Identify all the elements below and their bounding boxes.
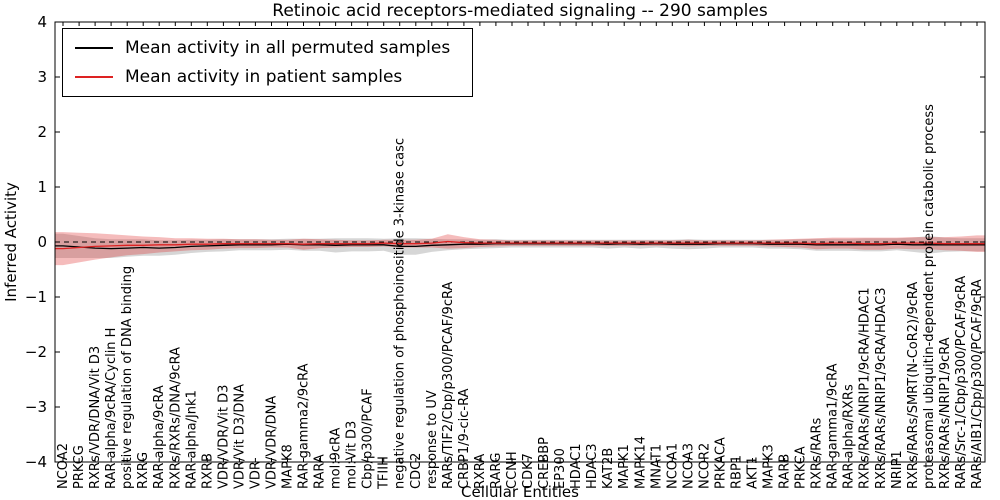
x-tick-label: PRKACA: [713, 437, 728, 489]
x-tick-label: RAR alpha/9cRA: [152, 385, 167, 489]
y-tick-label: 2: [37, 123, 47, 141]
x-tick-label: MAPK1: [617, 444, 632, 489]
x-tick-label: HDAC1: [569, 443, 584, 489]
legend-label-permuted: Mean activity in all permuted samples: [125, 38, 451, 58]
x-tick-label: CDK7: [521, 453, 536, 489]
x-tick-label: RXRs/RARs: [810, 417, 825, 489]
x-tick-label: RXRs/VDR/DNA/Vit D3: [88, 346, 103, 489]
x-tick-label: RXRs/RARs/SMRT(N-CoR2)/9cRA: [906, 282, 921, 489]
x-tick-label: response to UV: [425, 390, 440, 489]
x-tick-label: PRKCG: [72, 445, 87, 489]
plot-layer: −4 −3 −2 −1 0 1 2 3 4 NCOA2 PRKCG RXRs/VDR/DNA/Vit …: [25, 13, 986, 490]
x-tick-label: RXRs/RARs/NRIP1/9cRA: [938, 337, 953, 489]
x-tick-label: proteasomal ubiquitin-dependent protein …: [922, 104, 937, 489]
x-tick-label: MAPK3: [762, 444, 777, 489]
legend-label-patient: Mean activity in patient samples: [125, 67, 403, 87]
x-tick-label: RARs/TIF2/Cbp/p300/PCAF/9cRA: [441, 282, 456, 489]
y-tick-label: 0: [37, 233, 47, 251]
series-line-patient: [55, 240, 985, 250]
x-axis-label: Cellular Entities: [461, 483, 579, 500]
x-tick-label: PRKCA: [794, 446, 809, 489]
x-tick-label: RARA: [313, 454, 328, 489]
x-tick-label: RAR gamma2/9cRA: [297, 363, 312, 489]
x-tick-label: EP300: [553, 448, 568, 489]
x-tick-label: MNAT1: [649, 444, 664, 489]
legend-line-patient-icon: [75, 76, 113, 78]
x-tick-label: KAT2B: [601, 448, 616, 489]
x-tick-label: NRIP1: [890, 450, 905, 489]
x-tick-label: VDR/Vit D3/DNA: [232, 384, 247, 489]
x-tick-label: RARs/AIB1/Cbp/p300/PCAF/9cRA: [970, 279, 985, 489]
x-tick-label: MAPK8: [281, 444, 296, 489]
x-tick-label: TFIIH: [377, 456, 392, 490]
x-tick-label: RXRs/RARs/NRIP1/9cRA/HDAC3: [874, 287, 889, 489]
x-tick-label: RAR alpha/RXRs: [842, 384, 857, 489]
chart-title: Retinoic acid receptors-mediated signali…: [272, 1, 768, 21]
x-tick-label: CCNH: [505, 451, 520, 489]
y-tick-label: 3: [37, 68, 47, 86]
legend: Mean activity in all permuted samples Me…: [62, 28, 474, 97]
x-tick-label: RARB: [778, 454, 793, 489]
x-tick-label: RAR gamma1/9cRA: [826, 363, 841, 489]
x-tick-label: mol:Vit D3: [345, 421, 360, 489]
x-tick-label: NCOR2: [697, 443, 712, 489]
y-tick-label: 1: [37, 178, 47, 196]
x-tick-label: RAR alpha/9cRA/Cyclin H: [104, 328, 119, 489]
x-tick-label: VDR: [248, 461, 263, 489]
x-tick-label: RXRs/RARs/NRIP1/9cRA/HDAC1: [858, 287, 873, 489]
x-tick-label: CREBBP: [537, 437, 552, 489]
legend-line-permuted-icon: [75, 47, 113, 49]
y-axis-label: Inferred Activity: [2, 182, 20, 302]
x-tick-label: NCOA2: [56, 443, 71, 489]
x-tick-label: negative regulation of phosphoinositide …: [393, 138, 408, 489]
x-tick-label: CRBP1/9-cic-RA: [457, 388, 472, 489]
x-tick-label: RAR alpha/Jnk1: [184, 390, 199, 489]
x-tick-label: AKT1: [746, 456, 761, 489]
x-tick-label: Cbp/p300/PCAF: [361, 388, 376, 489]
x-tick-label: CDC2: [409, 453, 424, 489]
x-tick-label: RXRB: [200, 453, 215, 489]
y-tick-label: −3: [25, 398, 47, 416]
x-tick-label: NCOA3: [681, 443, 696, 489]
y-tick-label: −1: [25, 288, 47, 306]
band-patient: [55, 232, 985, 266]
legend-item-patient: Mean activity in patient samples: [75, 67, 450, 87]
x-tick-label: HDAC3: [585, 443, 600, 489]
y-tick-label: −2: [25, 343, 47, 361]
x-tick-label: positive regulation of DNA binding: [120, 266, 135, 489]
x-tick-label: NCOA1: [665, 443, 680, 489]
x-tick-label: VDR/VDR/DNA: [265, 396, 280, 489]
legend-item-permuted: Mean activity in all permuted samples: [75, 38, 450, 58]
x-tick-label: RARG: [489, 452, 504, 489]
x-tick-label: RBP1: [730, 455, 745, 489]
y-tick-label: 4: [37, 13, 47, 31]
band-permuted: [55, 233, 985, 258]
x-tick-label: RXRG: [136, 452, 151, 489]
x-tick-label: MAPK14: [633, 436, 648, 489]
y-tick-label: −4: [25, 453, 47, 471]
x-tick-label: RXRs/RXRs/DNA/9cRA: [168, 347, 183, 489]
x-tick-label: VDR/VDR/Vit D3: [216, 385, 231, 489]
x-tick-label: mol:9cRA: [329, 427, 344, 489]
x-tick-label: RXRA: [473, 454, 488, 489]
x-tick-label: RARs/Src-1/Cbp/p300/PCAF/9cRA: [954, 276, 969, 489]
